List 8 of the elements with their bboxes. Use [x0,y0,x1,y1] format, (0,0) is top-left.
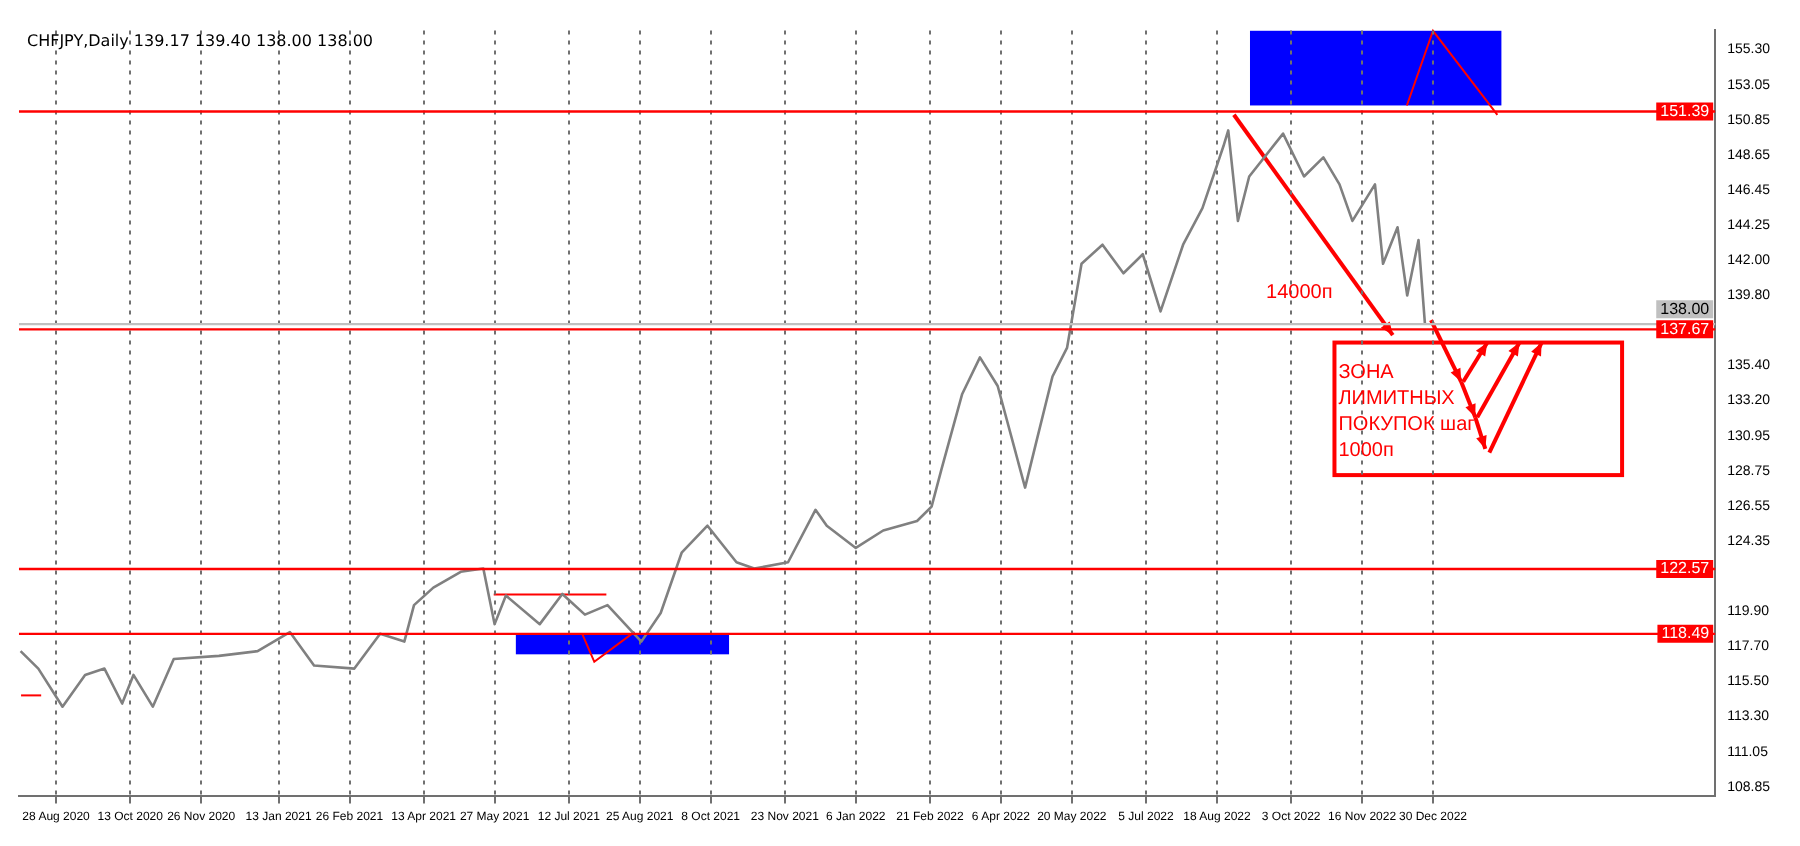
ref-line-label: 151.39 [1660,101,1711,120]
ref-line-label: 118.49 [1661,624,1711,643]
chart-title: CHFJPY,Daily 139.17 139.40 138.00 138.00 [26,32,374,51]
annotation: ЗОНА ЛИМИТНЫХ ПОКУПОК шаг 1000п [1338,359,1477,464]
ref-line-label: 138.00 [1660,299,1711,318]
ref-line-label: 137.67 [1660,319,1711,338]
annotation: 14000п [1266,279,1335,306]
ref-line-label: 122.57 [1660,559,1711,578]
